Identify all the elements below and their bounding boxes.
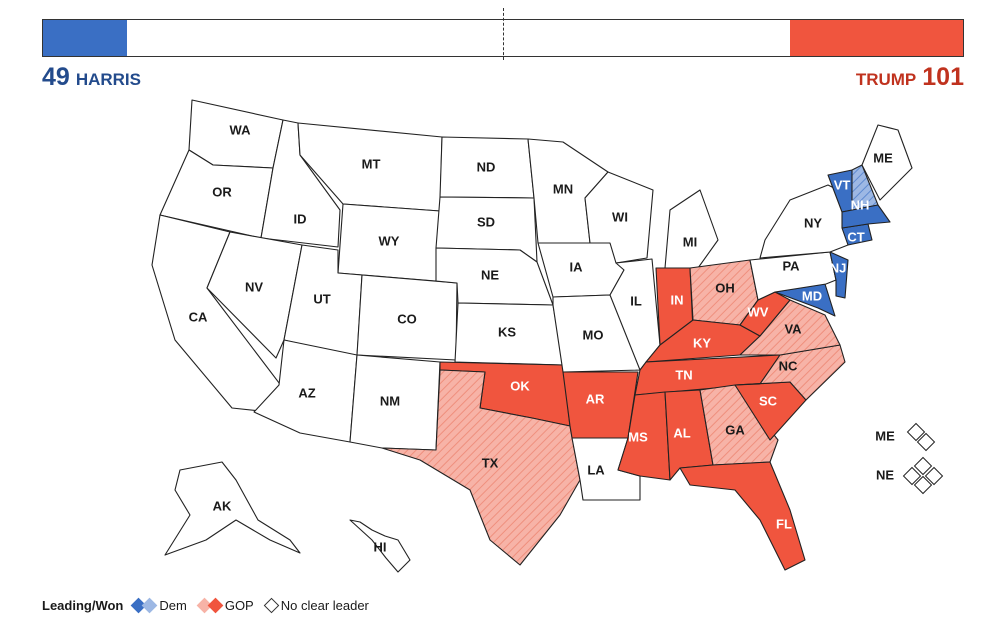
label-nh: NH bbox=[851, 197, 870, 212]
state-ma[interactable] bbox=[841, 204, 891, 229]
label-mt: MT bbox=[362, 156, 381, 171]
label-wv: WV bbox=[748, 304, 769, 319]
state-nj[interactable] bbox=[829, 251, 849, 299]
label-in: IN bbox=[671, 292, 684, 307]
label-ak: AK bbox=[213, 498, 232, 513]
gop-score: TRUMP 101 bbox=[850, 63, 964, 92]
label-il: IL bbox=[630, 293, 642, 308]
label-ct: CT bbox=[847, 229, 864, 244]
label-sc: SC bbox=[759, 393, 778, 408]
label-ky: KY bbox=[693, 335, 711, 350]
state-nv[interactable] bbox=[206, 231, 303, 359]
label-pa: PA bbox=[782, 258, 800, 273]
label-al: AL bbox=[673, 425, 690, 440]
label-va: VA bbox=[784, 321, 802, 336]
legend: Leading/Won Dem GOP No clear leader bbox=[42, 597, 375, 614]
label-ne: NE bbox=[481, 267, 499, 282]
label-nm: NM bbox=[380, 393, 400, 408]
ne-district-markers[interactable] bbox=[902, 456, 944, 495]
label-ms: MS bbox=[628, 429, 648, 444]
label-me: ME bbox=[873, 150, 893, 165]
dem-vote-fill bbox=[43, 20, 127, 56]
label-tn: TN bbox=[675, 367, 692, 382]
state-me[interactable] bbox=[861, 124, 913, 201]
electoral-vote-bar bbox=[42, 8, 964, 60]
label-ok: OK bbox=[510, 378, 530, 393]
dem-lean-diamond-icon bbox=[142, 597, 158, 614]
legend-dem-label: Dem bbox=[159, 598, 187, 613]
label-ks: KS bbox=[498, 324, 516, 339]
label-ut: UT bbox=[313, 291, 330, 306]
label-or: OR bbox=[212, 184, 232, 199]
state-hi[interactable] bbox=[349, 519, 411, 573]
label-nj: NJ bbox=[830, 260, 847, 275]
gop-vote-fill bbox=[790, 20, 963, 56]
label-mo: MO bbox=[583, 327, 604, 342]
majority-line bbox=[503, 8, 504, 60]
state-tx[interactable] bbox=[381, 369, 581, 566]
state-mi[interactable] bbox=[664, 189, 719, 269]
label-md: MD bbox=[802, 288, 822, 303]
label-ca: CA bbox=[189, 309, 208, 324]
no-leader-diamond-icon bbox=[263, 597, 280, 614]
gop-name: TRUMP bbox=[855, 70, 917, 89]
label-wy: WY bbox=[379, 233, 400, 248]
label-oh: OH bbox=[715, 280, 735, 295]
label-me-districts: ME bbox=[875, 428, 895, 443]
label-hi: HI bbox=[374, 539, 387, 554]
label-mn: MN bbox=[553, 181, 573, 196]
label-id: ID bbox=[294, 211, 307, 226]
legend-dem: Dem bbox=[131, 597, 187, 614]
label-mi: MI bbox=[683, 234, 697, 249]
label-vt: VT bbox=[834, 177, 851, 192]
legend-title: Leading/Won bbox=[42, 598, 124, 613]
me-district-markers[interactable] bbox=[906, 422, 936, 452]
dem-votes: 49 bbox=[42, 63, 70, 91]
legend-none: No clear leader bbox=[263, 597, 369, 614]
label-fl: FL bbox=[776, 516, 792, 531]
state-wv[interactable] bbox=[739, 291, 791, 337]
label-tx: TX bbox=[482, 455, 499, 470]
label-co: CO bbox=[397, 311, 417, 326]
legend-gop: GOP bbox=[196, 597, 254, 614]
label-az: AZ bbox=[298, 385, 315, 400]
state-ga[interactable] bbox=[699, 384, 779, 466]
legend-gop-label: GOP bbox=[224, 598, 254, 613]
state-fl[interactable] bbox=[679, 461, 806, 571]
label-ia: IA bbox=[570, 259, 584, 274]
label-wa: WA bbox=[230, 122, 252, 137]
state-wi[interactable] bbox=[584, 171, 654, 264]
gop-diamond-icon bbox=[207, 597, 224, 614]
label-sd: SD bbox=[477, 214, 495, 229]
label-nv: NV bbox=[245, 279, 263, 294]
dem-score: 49 HARRIS bbox=[42, 63, 147, 92]
dem-name: HARRIS bbox=[75, 70, 141, 89]
label-ga: GA bbox=[725, 422, 745, 437]
label-ne-districts: NE bbox=[876, 467, 894, 482]
gop-votes: 101 bbox=[922, 63, 964, 91]
label-ar: AR bbox=[586, 391, 605, 406]
legend-none-label: No clear leader bbox=[280, 598, 369, 613]
state-ak[interactable] bbox=[164, 461, 301, 556]
state-il[interactable] bbox=[609, 258, 661, 371]
label-wi: WI bbox=[612, 209, 628, 224]
label-ny: NY bbox=[804, 215, 822, 230]
label-la: LA bbox=[587, 462, 605, 477]
label-nc: NC bbox=[779, 358, 798, 373]
label-nd: ND bbox=[477, 159, 496, 174]
